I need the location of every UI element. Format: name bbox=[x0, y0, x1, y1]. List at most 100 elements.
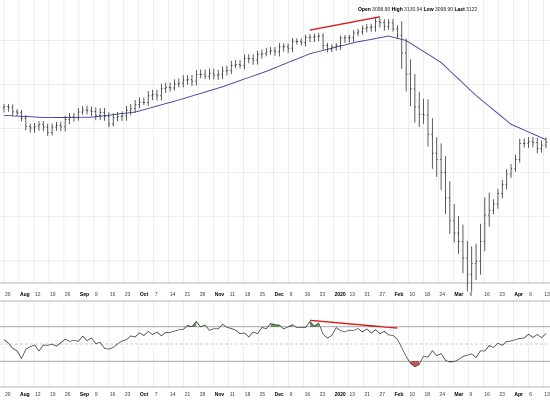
oscillator-x-tick-label: Oct bbox=[140, 392, 149, 398]
price-x-tick-label: Nov bbox=[215, 292, 225, 298]
price-bar bbox=[190, 74, 194, 86]
open-value: 3098.90 bbox=[372, 7, 390, 13]
oscillator-x-tick-label: 20 bbox=[5, 392, 11, 398]
price-bar bbox=[160, 83, 163, 101]
price-bar bbox=[369, 23, 373, 32]
price-bar bbox=[304, 34, 307, 47]
price-x-tick-label: 27 bbox=[380, 292, 386, 298]
oscillator-x-tick-label: Dec bbox=[275, 392, 284, 398]
price-bar bbox=[68, 113, 71, 125]
price-bar bbox=[107, 112, 111, 128]
price-bar bbox=[203, 69, 207, 79]
price-bar bbox=[168, 82, 172, 92]
price-bar bbox=[286, 43, 290, 53]
last-value: 3122 bbox=[466, 7, 477, 13]
price-bar bbox=[98, 108, 102, 121]
oscillator-x-tick-label: 25 bbox=[260, 392, 266, 398]
oscillator-x-tick-label: 26 bbox=[65, 392, 71, 398]
price-bar bbox=[339, 35, 342, 50]
oscillator-x-tick-label: Apr bbox=[514, 392, 523, 398]
price-x-tick-label: 16 bbox=[305, 292, 311, 298]
oscillator-x-tick-label: 23 bbox=[320, 392, 326, 398]
price-bar bbox=[522, 138, 526, 148]
price-x-tick-label: Sep bbox=[80, 292, 89, 298]
price-x-tick-label: 9 bbox=[95, 292, 98, 298]
price-panel-background bbox=[0, 0, 550, 283]
price-bar bbox=[343, 35, 347, 44]
price-bar bbox=[173, 79, 176, 91]
price-bar bbox=[7, 103, 10, 112]
price-bar bbox=[234, 60, 237, 69]
price-bar bbox=[243, 54, 246, 70]
price-bar bbox=[527, 137, 530, 148]
oscillator-x-tick-label: 18 bbox=[424, 392, 430, 398]
price-bar bbox=[448, 181, 452, 234]
price-bar bbox=[33, 122, 36, 133]
price-bar bbox=[147, 90, 150, 106]
price-bar bbox=[509, 164, 513, 178]
price-x-tick-label: 20 bbox=[5, 292, 11, 298]
price-bar bbox=[501, 179, 504, 199]
high-value: 3130.94 bbox=[404, 7, 422, 13]
price-bar bbox=[182, 75, 185, 88]
price-bar bbox=[317, 33, 320, 42]
price-bar bbox=[461, 224, 465, 274]
price-x-tick-label: 12 bbox=[35, 292, 41, 298]
price-bar bbox=[164, 82, 167, 93]
price-bar bbox=[46, 123, 49, 136]
price-bar bbox=[518, 138, 521, 163]
oscillator-x-tick-label: 23 bbox=[125, 392, 131, 398]
oscillator-x-tick-label: 16 bbox=[484, 392, 490, 398]
price-bar bbox=[348, 34, 351, 43]
price-bars bbox=[2, 17, 548, 292]
price-bar bbox=[125, 105, 128, 121]
price-bar bbox=[282, 43, 285, 52]
price-x-tick-label: Apr bbox=[514, 292, 523, 298]
price-bar bbox=[238, 60, 242, 69]
price-bar bbox=[138, 97, 141, 109]
open-label: Open bbox=[358, 7, 371, 13]
price-bar bbox=[334, 43, 338, 51]
price-bar bbox=[400, 21, 403, 69]
oscillator-x-tick-label: 18 bbox=[245, 392, 251, 398]
price-bar bbox=[129, 103, 132, 116]
price-x-tick-label: 6 bbox=[529, 292, 532, 298]
oscillator-overbought-fill bbox=[310, 321, 319, 327]
low-value: 3098.90 bbox=[435, 7, 453, 13]
price-x-tick-label: Mar bbox=[454, 292, 463, 298]
price-bar bbox=[413, 73, 417, 123]
oscillator-x-tick-label: 10 bbox=[409, 392, 415, 398]
price-bar bbox=[221, 66, 224, 80]
oscillator-x-tick-label: 13 bbox=[544, 392, 550, 398]
price-bar bbox=[426, 99, 430, 147]
price-bar bbox=[29, 123, 32, 133]
price-bar bbox=[212, 68, 216, 80]
oscillator-x-tick-label: 2020 bbox=[335, 392, 346, 398]
price-x-tick-label: 18 bbox=[424, 292, 430, 298]
price-x-tick-label: Aug bbox=[20, 292, 30, 298]
price-bar bbox=[251, 54, 255, 65]
price-bar bbox=[321, 33, 325, 50]
price-x-tick-label: 2020 bbox=[335, 292, 346, 298]
price-bar bbox=[483, 197, 487, 252]
price-bar bbox=[37, 121, 41, 131]
price-bar bbox=[59, 121, 63, 132]
price-x-tick-label: 21 bbox=[365, 292, 371, 298]
oscillator-x-tick-label: 9 bbox=[290, 392, 293, 398]
price-bar bbox=[247, 54, 250, 64]
price-bar bbox=[112, 113, 115, 127]
oscillator-x-tick-label: Aug bbox=[20, 392, 30, 398]
price-bar bbox=[269, 46, 272, 55]
price-bar bbox=[466, 240, 469, 292]
price-x-tick-label: Oct bbox=[140, 292, 149, 298]
price-bar bbox=[531, 137, 535, 148]
price-x-axis-labels: 20 Aug 12 19 26 Sep 9 16 23 Oct 7 14 21 28 Nov 11 18 25 De… bbox=[5, 292, 550, 298]
price-bar bbox=[260, 49, 264, 59]
price-bar bbox=[496, 188, 500, 209]
price-bar bbox=[81, 105, 84, 115]
price-bar bbox=[457, 216, 460, 254]
price-bar bbox=[155, 89, 159, 101]
price-x-tick-label: 26 bbox=[65, 292, 71, 298]
price-bar bbox=[544, 137, 548, 149]
